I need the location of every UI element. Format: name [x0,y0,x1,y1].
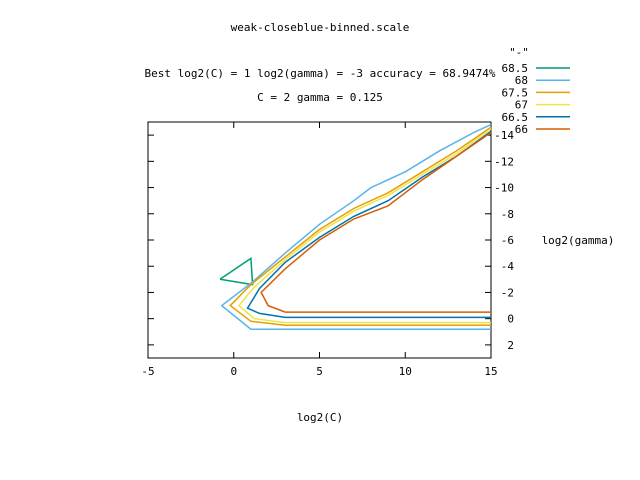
contour-line-68.5 [219,257,254,286]
contour-line-66.5 [246,130,492,319]
chart-subtitle-1: Best log2(C) = 1 log2(gamma) = -3 accura… [145,67,496,80]
x-tick-label: 0 [230,365,237,378]
legend-title: "-" [509,46,529,59]
y-tick-label: -2 [501,286,514,299]
y-axis-label: log2(gamma) [542,234,615,247]
contour-line-67 [237,127,492,324]
contour-line-68 [220,123,492,330]
y-tick-label: -12 [494,155,514,168]
x-tick-label: 10 [399,365,412,378]
y-tick-label: 2 [507,339,514,352]
y-tick-label: 0 [507,313,514,326]
y-tick-label: -4 [501,260,515,273]
legend-label: 68.5 [502,62,529,75]
legend-label: 68 [515,74,528,87]
y-axis: -14 -12 -10 -8 -6 -4 -2 0 2 [148,129,514,352]
legend-label: 66.5 [502,111,529,124]
chart-subtitle-2: C = 2 gamma = 0.125 [257,91,383,104]
y-tick-label: -14 [494,129,514,142]
chart-title: weak-closeblue-binned.scale [231,21,410,34]
contour-lines [219,123,492,330]
x-tick-label: -5 [141,365,154,378]
legend-label: 67 [515,99,528,112]
contour-line-67.5 [229,126,492,326]
x-tick-label: 5 [316,365,323,378]
x-axis: -5 0 5 10 15 [141,122,498,378]
y-tick-label: -6 [501,234,514,247]
x-axis-label: log2(C) [297,411,343,424]
y-tick-label: -10 [494,182,514,195]
x-tick-label: 15 [484,365,497,378]
legend-label: 67.5 [502,86,529,99]
contour-line-66 [260,131,492,313]
y-tick-label: -8 [501,208,514,221]
legend-label: 66 [515,123,528,136]
